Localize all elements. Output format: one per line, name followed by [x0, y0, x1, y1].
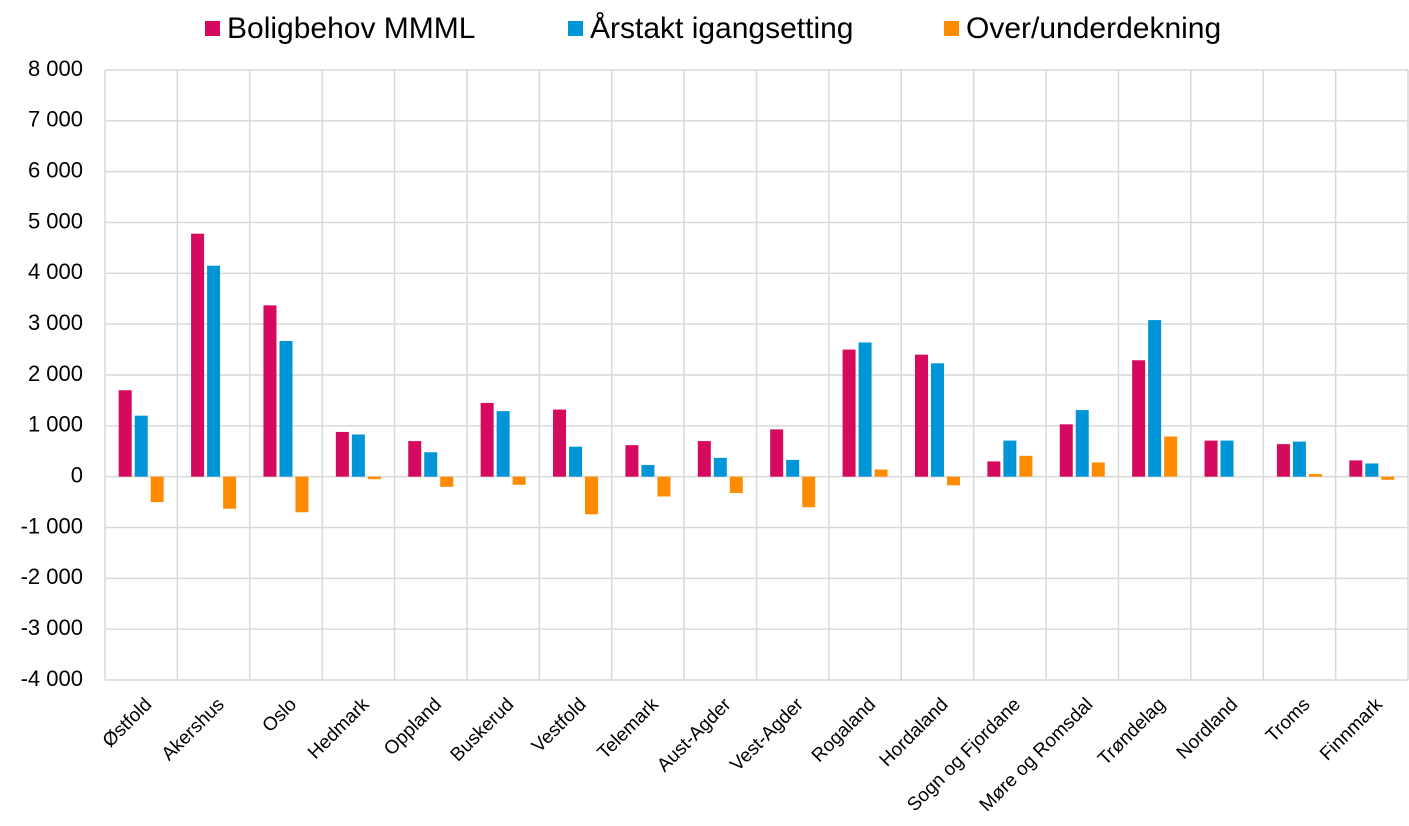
- bar: [295, 476, 309, 513]
- y-tick-label: 5 000: [28, 208, 83, 233]
- bar: [335, 431, 349, 477]
- bar: [802, 476, 816, 508]
- bar: [1075, 410, 1089, 477]
- y-tick-label: -2 000: [21, 564, 83, 589]
- x-tick-label: Hedmark: [304, 694, 374, 764]
- bar: [1292, 441, 1306, 477]
- bar: [367, 476, 381, 480]
- legend-label: Årstakt igangsetting: [590, 12, 853, 45]
- bar: [207, 265, 221, 477]
- bar: [1059, 424, 1073, 477]
- bar: [1003, 440, 1017, 477]
- bar: [1164, 436, 1178, 477]
- bar: [657, 476, 671, 497]
- x-tick-label: Akershus: [158, 694, 229, 765]
- bar: [553, 409, 567, 477]
- bar: [1148, 320, 1162, 477]
- bar: [512, 476, 526, 485]
- y-tick-label: 2 000: [28, 361, 83, 386]
- legend-label: Over/underdekning: [966, 12, 1221, 45]
- bar: [424, 452, 438, 477]
- bar: [946, 476, 960, 486]
- bar: [408, 441, 422, 477]
- bar: [150, 476, 164, 503]
- bar: [930, 363, 944, 477]
- bar: [987, 461, 1001, 477]
- x-tick-label: Vest-Agder: [726, 694, 808, 776]
- x-tick-label: Nordland: [1173, 694, 1242, 763]
- x-tick-label: Buskerud: [447, 694, 519, 766]
- bar: [641, 464, 655, 477]
- y-tick-label: 0: [71, 462, 83, 487]
- bar: [1204, 440, 1218, 477]
- x-tick-label: Hordaland: [876, 694, 953, 771]
- x-tick-label: Østfold: [99, 694, 156, 751]
- y-tick-label: 6 000: [28, 157, 83, 182]
- bar: [134, 415, 148, 477]
- bar: [1381, 476, 1395, 480]
- bar: [279, 340, 293, 477]
- bar: [585, 476, 599, 515]
- y-tick-label: 7 000: [28, 107, 83, 132]
- y-tick-label: 3 000: [28, 310, 83, 335]
- x-tick-label: Oppland: [380, 694, 446, 760]
- y-tick-label: 1 000: [28, 412, 83, 437]
- x-tick-label: Rogaland: [808, 694, 880, 766]
- x-tick-label: Vestfold: [528, 694, 591, 757]
- bar: [480, 402, 494, 477]
- x-tick-label: Telemark: [594, 694, 664, 764]
- legend-swatch: [568, 21, 583, 36]
- y-tick-label: 8 000: [28, 56, 83, 81]
- x-tick-label: Finnmark: [1316, 694, 1387, 765]
- bar: [1349, 460, 1363, 477]
- x-tick-label: Troms: [1262, 694, 1314, 746]
- bar: [263, 305, 277, 477]
- bar: [569, 446, 583, 477]
- legend-swatch: [944, 21, 959, 36]
- bar: [118, 390, 132, 477]
- bar: [874, 469, 888, 477]
- bar: [842, 349, 856, 477]
- x-tick-label: Aust-Agder: [653, 694, 736, 777]
- bar: [1019, 455, 1033, 477]
- bar: [223, 476, 237, 509]
- bar: [1091, 462, 1105, 477]
- bar: [625, 445, 639, 477]
- x-tick-label: Oslo: [259, 694, 301, 736]
- bar: [697, 441, 711, 477]
- bar: [858, 342, 872, 477]
- y-tick-label: -4 000: [21, 666, 83, 691]
- legend-swatch: [205, 21, 220, 36]
- bar: [1132, 360, 1146, 477]
- bar: [914, 354, 928, 477]
- bar: [351, 434, 365, 477]
- legend-label: Boligbehov MMML: [227, 12, 475, 45]
- x-tick-label: Trøndelag: [1094, 694, 1170, 770]
- bar: [729, 476, 743, 493]
- y-tick-label: 4 000: [28, 259, 83, 284]
- bar: [786, 459, 800, 477]
- y-tick-label: -1 000: [21, 513, 83, 538]
- y-tick-label: -3 000: [21, 615, 83, 640]
- bar: [713, 457, 727, 477]
- bar: [191, 233, 205, 477]
- bar: [496, 411, 510, 477]
- bar: [1365, 463, 1379, 477]
- bar: [1308, 474, 1322, 477]
- bar: [1276, 444, 1290, 477]
- bar: [440, 476, 454, 487]
- bar: [770, 429, 784, 477]
- bar: [1220, 440, 1234, 477]
